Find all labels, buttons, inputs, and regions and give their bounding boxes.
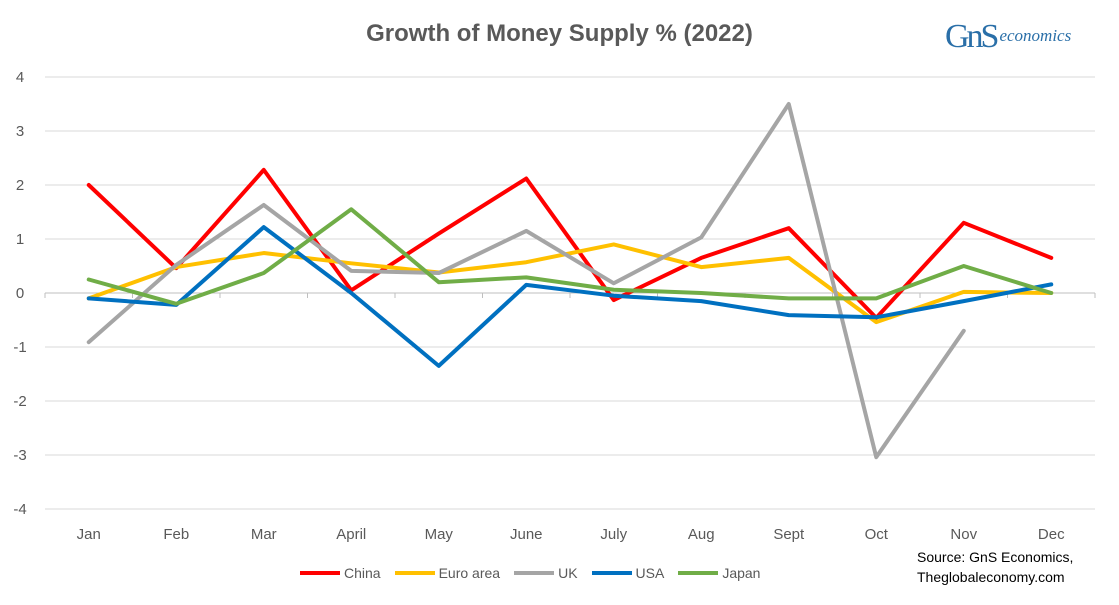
x-tick-label: Aug bbox=[688, 526, 715, 543]
y-tick-label: -3 bbox=[13, 447, 26, 464]
x-tick-label: Jan bbox=[77, 526, 101, 543]
legend-label: Japan bbox=[722, 565, 761, 581]
x-tick-label: Dec bbox=[1038, 526, 1065, 543]
legend-item: USA bbox=[591, 565, 665, 581]
y-tick-label: -1 bbox=[13, 339, 26, 356]
legend-swatch bbox=[300, 571, 340, 575]
x-tick-label: Oct bbox=[865, 526, 889, 543]
series-line-usa bbox=[86, 225, 1054, 368]
y-tick-label: 3 bbox=[16, 123, 24, 140]
x-tick-label: Sept bbox=[773, 526, 805, 543]
x-tick-label: June bbox=[510, 526, 543, 543]
chart-title: Growth of Money Supply % (2022) bbox=[366, 20, 753, 47]
y-tick-label: 0 bbox=[16, 285, 24, 302]
y-tick-label: 1 bbox=[16, 231, 24, 248]
x-tick-label: April bbox=[336, 526, 366, 543]
source-note: Source: GnS Economics, Theglobaleconomy.… bbox=[917, 547, 1073, 587]
legend-swatch bbox=[514, 571, 555, 575]
source-line-1: Source: GnS Economics, bbox=[917, 549, 1074, 565]
x-tick-label: Nov bbox=[950, 526, 977, 543]
y-tick-label: 2 bbox=[16, 177, 24, 194]
legend-label: China bbox=[344, 565, 381, 581]
x-tick-label: July bbox=[600, 526, 627, 543]
x-tick-label: Feb bbox=[163, 526, 189, 543]
legend-item: Euro area bbox=[394, 565, 501, 581]
legend-swatch bbox=[591, 571, 632, 575]
y-tick-label: 4 bbox=[16, 69, 24, 86]
y-tick-label: -2 bbox=[13, 393, 26, 410]
legend-item: Japan bbox=[678, 565, 760, 581]
series-line-china bbox=[86, 167, 1054, 320]
legend-swatch bbox=[678, 571, 719, 575]
legend-item: UK bbox=[514, 565, 578, 581]
series-line-uk bbox=[86, 102, 966, 460]
series-line-euro-area bbox=[86, 242, 1054, 325]
legend-swatch bbox=[394, 571, 435, 575]
x-tick-label: Mar bbox=[251, 526, 277, 543]
series-line-japan bbox=[86, 207, 1054, 306]
legend-label: USA bbox=[635, 565, 665, 581]
x-tick-label: May bbox=[425, 526, 454, 543]
legend-label: Euro area bbox=[438, 565, 501, 581]
gns-logo: GnS economics bbox=[945, 18, 1072, 55]
legend: China Euro area UK USA Japan bbox=[300, 565, 760, 581]
legend-label: UK bbox=[558, 565, 578, 581]
legend-item: China bbox=[300, 565, 381, 581]
y-tick-label: -4 bbox=[13, 501, 26, 518]
source-line-2: Theglobaleconomy.com bbox=[917, 569, 1065, 585]
